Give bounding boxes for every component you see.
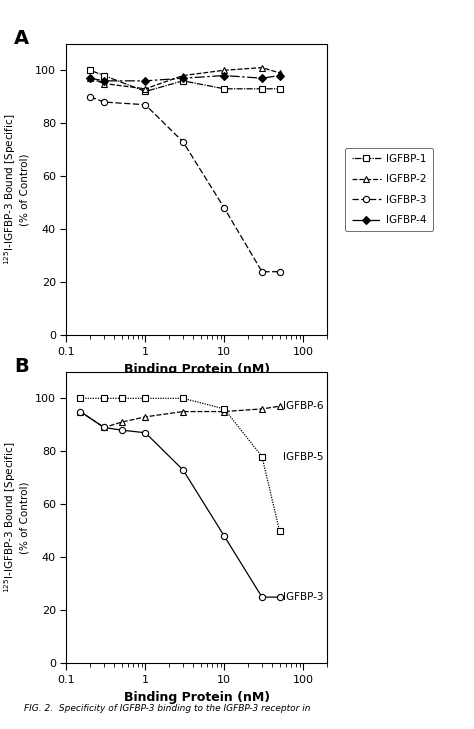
Text: FIG. 2.  Specificity of IGFBP-3 binding to the IGFBP-3 receptor in: FIG. 2. Specificity of IGFBP-3 binding t… [24, 703, 310, 713]
Text: A: A [14, 29, 29, 48]
Text: IGFBP-6: IGFBP-6 [283, 401, 323, 411]
Text: IGFBP-3: IGFBP-3 [283, 592, 323, 602]
Y-axis label: $^{125}$I-IGFBP-3 Bound [Specific]
(% of Control): $^{125}$I-IGFBP-3 Bound [Specific] (% of… [2, 442, 29, 593]
Y-axis label: $^{125}$I-IGFBP-3 Bound [Specific]
(% of Control): $^{125}$I-IGFBP-3 Bound [Specific] (% of… [2, 114, 29, 265]
X-axis label: Binding Protein (nM): Binding Protein (nM) [124, 691, 270, 703]
Legend: IGFBP-1, IGFBP-2, IGFBP-3, IGFBP-4: IGFBP-1, IGFBP-2, IGFBP-3, IGFBP-4 [345, 148, 433, 231]
X-axis label: Binding Protein (nM): Binding Protein (nM) [124, 363, 270, 375]
Text: IGFBP-5: IGFBP-5 [283, 452, 323, 461]
Text: B: B [14, 357, 29, 376]
